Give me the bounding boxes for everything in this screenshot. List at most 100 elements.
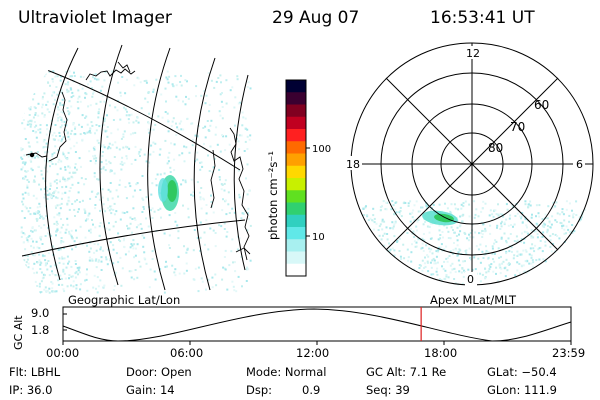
speckle-dot xyxy=(25,207,28,210)
speckle-dot xyxy=(30,160,33,163)
speckle-dot xyxy=(426,225,429,228)
speckle-dot xyxy=(228,264,231,267)
speckle-dot xyxy=(84,211,87,214)
speckle-dot xyxy=(59,207,62,210)
speckle-dot xyxy=(531,265,534,268)
speckle-dot xyxy=(133,84,136,87)
speckle-dot xyxy=(410,260,413,263)
speckle-dot xyxy=(413,240,416,243)
speckle-dot xyxy=(505,239,508,242)
speckle-dot xyxy=(109,170,112,173)
speckle-dot xyxy=(21,210,24,213)
gc-alt-info: GC Alt: 7.1 Re xyxy=(366,365,447,379)
speckle-dot xyxy=(157,115,160,118)
speckle-dot xyxy=(38,202,41,205)
speckle-dot xyxy=(512,257,515,260)
speckle-dot xyxy=(62,247,65,249)
speckle-dot xyxy=(460,203,463,206)
speckle-dot xyxy=(372,228,375,231)
speckle-dot xyxy=(44,193,46,196)
speckle-dot xyxy=(43,274,46,277)
speckle-dot xyxy=(92,91,95,94)
speckle-dot xyxy=(63,124,66,127)
speckle-dot xyxy=(128,147,131,150)
speckle-dot xyxy=(188,151,191,154)
speckle-dot xyxy=(89,131,92,134)
speckle-dot xyxy=(37,102,40,105)
speckle-dot xyxy=(51,290,53,293)
speckle-dot xyxy=(422,239,424,242)
speckle-dot xyxy=(421,237,424,240)
speckle-dot xyxy=(458,264,461,267)
speckle-dot xyxy=(482,223,485,226)
speckle-dot xyxy=(116,128,119,131)
speckle-dot xyxy=(244,127,247,130)
speckle-dot xyxy=(555,221,558,223)
speckle-dot xyxy=(422,249,425,252)
speckle-dot xyxy=(207,278,210,281)
speckle-dot xyxy=(398,213,401,216)
speckle-dot xyxy=(74,171,77,174)
speckle-dot xyxy=(543,222,545,225)
speckle-dot xyxy=(536,233,539,236)
speckle-dot xyxy=(233,211,236,214)
speckle-dot xyxy=(59,79,62,82)
speckle-dot xyxy=(77,191,80,194)
speckle-dot xyxy=(103,117,106,120)
speckle-dot xyxy=(34,107,37,110)
speckle-dot xyxy=(75,236,78,239)
speckle-dot xyxy=(190,178,193,181)
speckle-dot xyxy=(149,153,152,156)
speckle-dot xyxy=(55,206,57,209)
speckle-dot xyxy=(68,232,71,235)
gain-info: Gain: 14 xyxy=(126,383,175,397)
speckle-dot xyxy=(89,197,92,200)
speckle-dot xyxy=(123,130,126,133)
speckle-dot xyxy=(50,160,53,163)
speckle-dot xyxy=(53,151,56,154)
speckle-dot xyxy=(109,258,112,261)
colorbar-unit-label: photon cm⁻²s⁻¹ xyxy=(266,151,280,240)
speckle-dot xyxy=(220,225,223,228)
speckle-dot xyxy=(416,220,419,223)
speckle-dot xyxy=(60,241,63,244)
speckle-dot xyxy=(481,207,484,210)
speckle-dot xyxy=(429,261,432,264)
speckle-dot xyxy=(580,216,583,219)
speckle-dot xyxy=(101,85,104,88)
speckle-dot xyxy=(428,250,431,253)
speckle-dot xyxy=(246,128,249,131)
speckle-dot xyxy=(132,207,135,210)
speckle-dot xyxy=(169,171,172,173)
speckle-dot xyxy=(57,139,60,142)
speckle-dot xyxy=(134,145,137,148)
speckle-dot xyxy=(373,221,376,224)
speckle-dot xyxy=(481,233,484,236)
speckle-dot xyxy=(417,219,420,221)
speckle-dot xyxy=(78,95,81,98)
speckle-dot xyxy=(363,214,366,216)
speckle-dot xyxy=(572,214,574,217)
speckle-dot xyxy=(524,203,527,206)
speckle-dot xyxy=(126,157,128,160)
speckle-dot xyxy=(196,158,199,161)
speckle-dot xyxy=(563,219,566,222)
speckle-dot xyxy=(106,147,109,150)
speckle-dot xyxy=(377,229,380,231)
speckle-dot xyxy=(115,189,118,192)
speckle-dot xyxy=(62,268,65,271)
speckle-dot xyxy=(84,96,86,99)
speckle-dot xyxy=(55,179,58,181)
speckle-dot xyxy=(76,210,79,213)
speckle-dot xyxy=(52,91,55,94)
speckle-dot xyxy=(23,154,26,157)
speckle-dot xyxy=(225,79,228,82)
speckle-dot xyxy=(51,94,54,97)
speckle-dot xyxy=(489,224,492,227)
speckle-dot xyxy=(530,236,533,239)
speckle-dot xyxy=(562,224,565,227)
speckle-dot xyxy=(547,205,550,208)
speckle-dot xyxy=(52,138,55,141)
speckle-dot xyxy=(89,247,92,250)
colorbar-band xyxy=(286,178,306,191)
